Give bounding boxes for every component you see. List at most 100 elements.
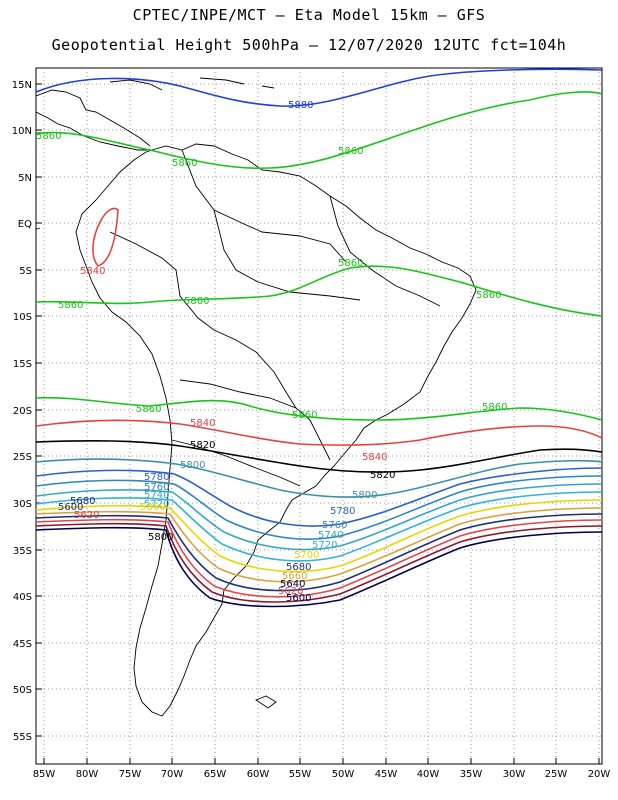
contour-5860-south [36, 396, 602, 421]
border-brazil-east [329, 195, 441, 307]
longitude-labels: 85W 80W 75W 70W 65W 60W 55W 50W 45W 40W … [33, 769, 611, 780]
lat-label: 5N [18, 173, 32, 184]
contour-label-5740: 5740 [318, 530, 343, 541]
contour-label-5700: 5860 [140, 502, 165, 513]
contour-label-5840: 5840 [362, 452, 387, 463]
contour-label-5820: 5820 [190, 440, 215, 451]
contour-label-5800: 5800 [352, 490, 377, 501]
border-brazil-north [213, 209, 361, 301]
lat-label: 40S [13, 592, 32, 603]
contour-5620 [36, 522, 602, 603]
map-frame [35, 67, 603, 765]
contour-label-5860: 5860 [338, 146, 363, 157]
contour-label-5760: 5760 [322, 520, 347, 531]
lon-label: 30W [503, 769, 526, 780]
lat-label: EQ [18, 219, 32, 230]
contour-5640 [36, 518, 602, 598]
lat-label: 35S [13, 546, 32, 557]
contour-label-5860: 5860 [292, 410, 317, 421]
contour-label-5840: 5840 [80, 266, 105, 277]
lon-label: 65W [204, 769, 227, 780]
contours [36, 68, 602, 608]
coastlines [36, 77, 477, 717]
contour-label-5680: 5680 [70, 496, 95, 507]
title-line-2: Geopotential Height 500hPa – 12/07/2020 … [51, 36, 567, 54]
contour-label-5720: 5720 [312, 540, 337, 551]
lon-label: 80W [76, 769, 99, 780]
contour-label-5620: 5620 [74, 510, 99, 521]
coastline-south-america [75, 143, 477, 717]
lat-label: 50S [13, 685, 32, 696]
contour-label-5740: 5740 [144, 490, 169, 501]
contour-5680 [36, 507, 602, 583]
axis-ticks [36, 83, 600, 764]
coastline-galapagos [36, 227, 41, 230]
border-argentina [171, 439, 301, 487]
coastline-hispaniola [199, 77, 245, 85]
contour-label-5860: 5860 [58, 300, 83, 311]
contour-5860-north [36, 91, 602, 170]
contour-label-5780: 5780 [330, 506, 355, 517]
lon-label: 60W [247, 769, 270, 780]
lon-label: 40W [417, 769, 440, 780]
contour-label-5880: 5880 [288, 100, 313, 111]
contour-5760 [36, 475, 602, 540]
contour-5740 [36, 483, 602, 551]
contour-label-5600: 5600 [58, 502, 83, 513]
contour-label-5860: 5860 [338, 258, 363, 269]
lat-label: 20S [13, 406, 32, 417]
coastline-caribbean [109, 79, 163, 91]
graticule [36, 68, 602, 764]
contour-5840-south [36, 419, 602, 446]
lat-label: 15N [12, 80, 32, 91]
lat-label: 5S [19, 266, 32, 277]
contour-label-5800: 5800 [180, 460, 205, 471]
contour-5800 [36, 458, 602, 498]
contour-label-5600: 5800 [148, 532, 173, 543]
lon-label: 20W [588, 769, 611, 780]
lat-label: 45S [13, 639, 32, 650]
lon-label: 75W [119, 769, 142, 780]
contour-5720 [36, 491, 602, 562]
lon-label: 35W [460, 769, 483, 780]
contour-label-5860: 5860 [482, 402, 507, 413]
contour-label-5860: 5860 [172, 158, 197, 169]
contour-5860-central [36, 265, 602, 317]
contour-label-5780: 5780 [144, 472, 169, 483]
lon-label: 45W [375, 769, 398, 780]
lat-label: 55S [13, 732, 32, 743]
contour-5600 [36, 526, 602, 608]
contour-label-5640: 5640 [280, 579, 305, 590]
contour-label-5860: 5860 [136, 404, 161, 415]
contour-5660 [36, 513, 602, 592]
lat-label: 30S [13, 499, 32, 510]
lon-label: 55W [289, 769, 312, 780]
lat-label: 15S [13, 359, 32, 370]
lat-label: 25S [13, 452, 32, 463]
contour-5880 [36, 68, 602, 107]
coastline-falklands [255, 695, 277, 709]
contour-label-5720: 5720 [144, 499, 169, 510]
coastline-central-america [36, 89, 151, 147]
contour-5820 [36, 440, 602, 473]
contour-label-5680: 5680 [286, 562, 311, 573]
contour-5840-closed [92, 207, 119, 267]
contour-label-5840: 5840 [190, 418, 215, 429]
contour-label-5620: 5620 [278, 586, 303, 597]
lon-label: 85W [33, 769, 56, 780]
lat-label: 10N [12, 126, 32, 137]
border-south [179, 379, 331, 461]
border-north [181, 149, 347, 263]
border-andean [109, 231, 297, 409]
contour-label-5860: 5860 [476, 290, 501, 301]
lat-label: 10S [13, 312, 32, 323]
lon-label: 50W [332, 769, 355, 780]
contour-5780 [36, 467, 602, 527]
lon-label: 70W [161, 769, 184, 780]
contour-label-5860: 5860 [184, 296, 209, 307]
lon-label: 25W [545, 769, 568, 780]
contour-label-5760: 5760 [144, 482, 169, 493]
contour-label-5600: 5600 [286, 593, 311, 604]
contour-label-5660: 5660 [282, 571, 307, 582]
